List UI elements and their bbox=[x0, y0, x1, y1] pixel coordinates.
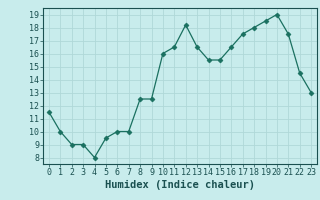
X-axis label: Humidex (Indice chaleur): Humidex (Indice chaleur) bbox=[105, 180, 255, 190]
